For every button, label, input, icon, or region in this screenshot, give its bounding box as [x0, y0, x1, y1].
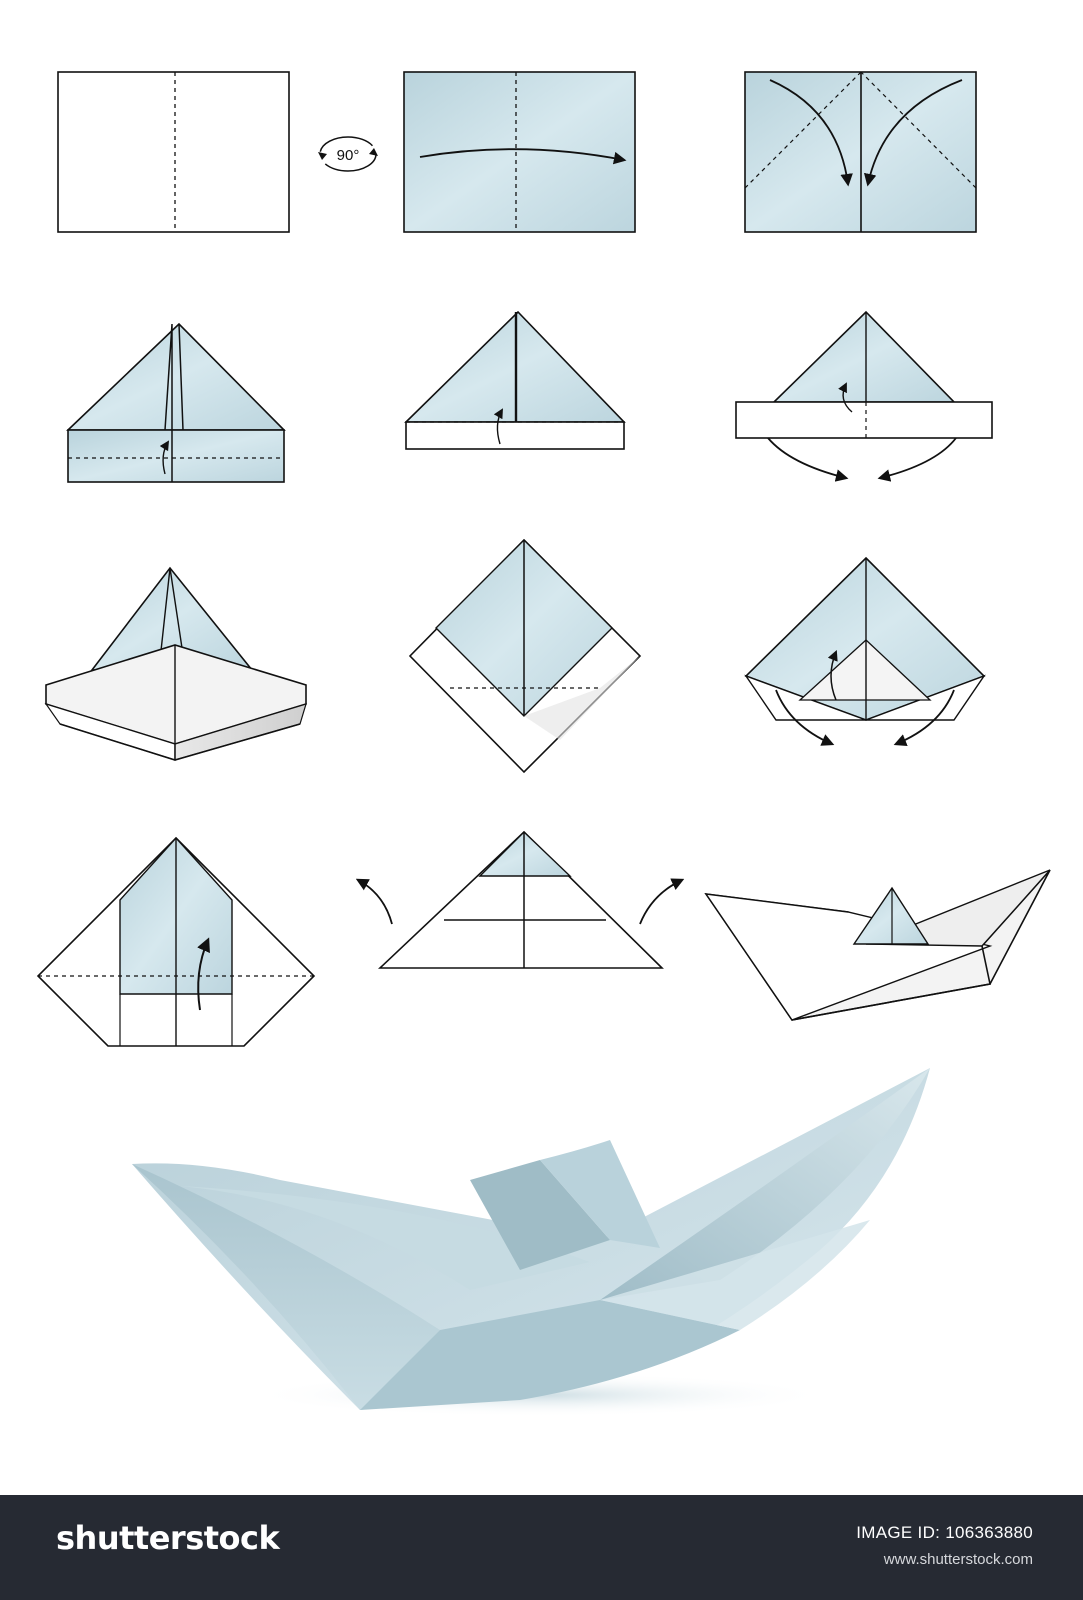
step-10-fold-up — [36, 836, 316, 1047]
footer-bar: shutterstock IMAGE ID: 106363880 www.shu… — [0, 1495, 1083, 1600]
step-12-finished-boat-outline — [704, 869, 1051, 1021]
site-url-link[interactable]: www.shutterstock.com — [883, 1551, 1033, 1568]
step-7-hat-shape — [44, 566, 307, 761]
step-3-fold-corners — [744, 71, 977, 233]
step-11-pull-apart — [355, 830, 685, 969]
step-8-diamond — [408, 538, 642, 774]
origami-boat-instructions-diagram: 90° — [36, 71, 1051, 1417]
step-9-fold-and-open — [744, 556, 986, 747]
step-6-open-sides — [735, 310, 993, 482]
image-id-text: IMAGE ID: 106363880 — [856, 1523, 1033, 1542]
brand-logo[interactable]: shutterstock — [56, 1519, 280, 1557]
step-4-fold-up-flap — [66, 322, 286, 483]
rotation-label: 90° — [337, 147, 360, 164]
finished-paper-boat-illustration — [132, 1068, 930, 1417]
rotate-icon: 90° — [318, 136, 378, 172]
step-5-triangle-fold — [404, 310, 626, 450]
step-1-paper-sheet — [57, 71, 290, 233]
step-2-fold-in-half — [403, 71, 636, 233]
